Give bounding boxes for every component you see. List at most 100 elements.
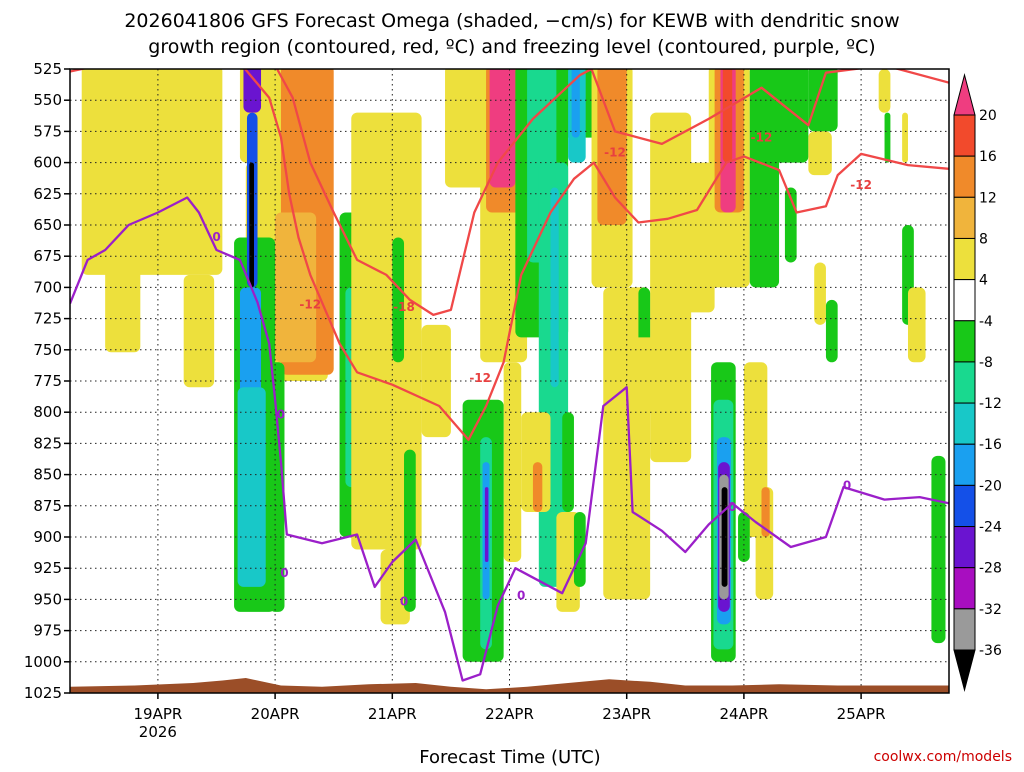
omega-shade-region <box>907 287 926 363</box>
y-tick-label: 650 <box>33 216 62 234</box>
x-axis-label: Forecast Time (UTC) <box>419 747 600 768</box>
credit-link[interactable]: coolwx.com/models <box>874 749 1012 765</box>
omega-shade-region <box>902 112 908 163</box>
y-tick-label: 725 <box>33 310 62 328</box>
x-axis: 19APR 20APR 21APR 22APR 23APR 24APR 25APR 2026 <box>133 693 886 741</box>
colorbar-band <box>953 279 976 322</box>
x-tick-label: 20APR <box>251 705 300 723</box>
contour-label: -12 <box>469 371 491 385</box>
omega-shade-region <box>445 69 487 188</box>
contour-label: 0 <box>843 479 851 493</box>
x-tick-label: 23APR <box>602 705 651 723</box>
contour-label: -12 <box>604 145 626 159</box>
y-tick-label: 800 <box>33 403 62 421</box>
omega-shade-region <box>404 449 416 612</box>
contour-label: -12 <box>751 130 773 144</box>
x-tick-label: 22APR <box>485 705 534 723</box>
colorbar-tick-label: 12 <box>979 190 997 206</box>
colorbar-tick-label: -24 <box>979 520 1002 536</box>
colorbar-band <box>953 155 976 198</box>
y-tick-label: 950 <box>33 590 62 608</box>
y-tick-label: 600 <box>33 154 62 172</box>
chart-title-line-2: growth region (contoured, red, ºC) and f… <box>148 36 875 58</box>
chart-title-line-1: 2026041806 GFS Forecast Omega (shaded, −… <box>124 10 899 32</box>
y-tick-label: 1000 <box>24 653 62 671</box>
colorbar-band <box>953 443 976 486</box>
colorbar-tick-label: -16 <box>979 437 1002 453</box>
omega-shade-region <box>632 337 662 413</box>
omega-shade-region <box>351 112 422 550</box>
colorbar-tick-label: -4 <box>979 314 993 330</box>
contour-line-dgz-0 <box>70 69 949 441</box>
colorbar-tick-label: 4 <box>979 273 988 289</box>
omega-shade-region <box>81 69 223 275</box>
grid <box>70 68 949 694</box>
colorbar-band <box>953 320 976 363</box>
y-tick-label: 1025 <box>24 684 62 702</box>
y-tick-label: 825 <box>33 434 62 452</box>
y-tick-label: 750 <box>33 341 62 359</box>
omega-shade-region <box>814 262 826 325</box>
x-year-label: 2026 <box>139 723 177 741</box>
colorbar-tick-label: -32 <box>979 602 1002 618</box>
omega-shade-region <box>721 487 728 587</box>
omega-shade-region <box>562 412 574 513</box>
y-tick-label: 675 <box>33 247 62 265</box>
colorbar-band <box>953 402 976 445</box>
colorbar-band <box>953 237 976 281</box>
contour-line-dgz-1 <box>275 69 949 317</box>
contour-label: 0 <box>280 566 288 580</box>
contour-label: -12 <box>299 298 321 312</box>
omega-shade-region <box>571 69 580 138</box>
contour-label: 0 <box>212 230 220 244</box>
omega-shade-region <box>767 69 809 163</box>
contour-label: -18 <box>393 300 415 314</box>
colorbar-tick-label: -12 <box>979 396 1002 412</box>
colorbar-band <box>953 361 976 404</box>
x-tick-label: 24APR <box>719 705 768 723</box>
omega-shade-region <box>521 412 551 513</box>
contour-label: -12 <box>850 178 872 192</box>
terrain-fill <box>70 678 949 693</box>
x-tick-label: 19APR <box>133 705 182 723</box>
omega-shade-region <box>532 462 543 513</box>
omega-shade-region <box>484 487 489 562</box>
colorbar-band <box>953 484 976 528</box>
y-tick-label: 975 <box>33 622 62 640</box>
omega-shade-region <box>392 237 405 363</box>
colorbar-tick-label: 16 <box>979 149 997 165</box>
colorbar-tick-label: -8 <box>979 355 993 371</box>
omega-shade-region <box>503 362 522 562</box>
y-tick-label: 525 <box>33 60 62 78</box>
colorbar-band <box>953 196 976 239</box>
colorbar-band <box>953 73 976 116</box>
y-tick-label: 875 <box>33 497 62 515</box>
colorbar-band <box>953 649 976 692</box>
omega-shading <box>81 69 946 662</box>
contour-line-freezing-level <box>70 196 949 682</box>
omega-shade-region <box>825 299 838 363</box>
omega-shade-region <box>243 69 262 113</box>
colorbar-band <box>953 526 976 569</box>
omega-shade-region <box>597 69 627 225</box>
omega-shade-region <box>105 225 141 353</box>
terrain <box>70 678 949 693</box>
contour-label: 0 <box>728 500 736 514</box>
contour-label: 0 <box>517 588 525 602</box>
y-tick-label: 625 <box>33 185 62 203</box>
colorbar-band <box>953 567 976 610</box>
colorbar-band <box>953 608 976 651</box>
omega-shade-region <box>738 512 750 562</box>
y-tick-label: 700 <box>33 278 62 296</box>
colorbar-tick-label: 20 <box>979 108 997 124</box>
y-tick-label: 575 <box>33 122 62 140</box>
colorbar-tick-label: -28 <box>979 561 1002 577</box>
y-tick-label: 775 <box>33 372 62 390</box>
y-axis: 525 550 575 600 625 650 675 700 725 750 775 800 825 8… <box>24 60 70 702</box>
colorbar: 20 16 12 8 4 -4 -8 -12 -16 -20 -24 -28 -32 -36 <box>953 73 1002 692</box>
contour-label: 0 <box>400 595 408 609</box>
colorbar-band <box>953 114 976 157</box>
